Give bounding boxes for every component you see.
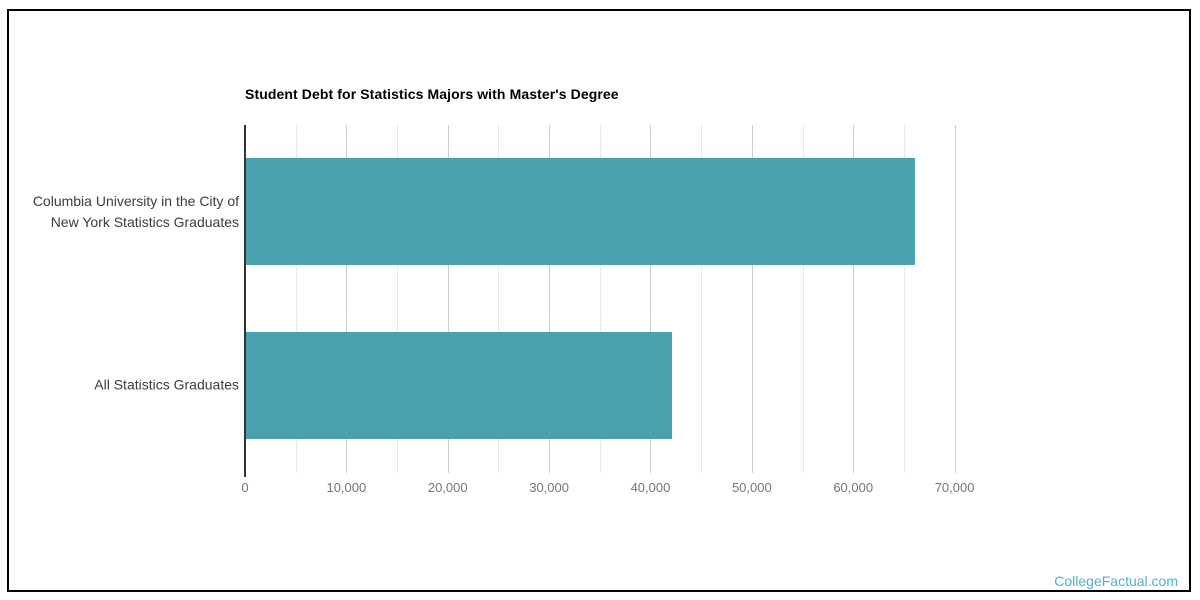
x-tick-label-20000: 20,000 <box>427 480 468 495</box>
bar-1[interactable] <box>246 332 672 439</box>
category-label-line: New York Statistics Graduates <box>50 213 239 230</box>
major-gridline-20000 <box>447 125 449 473</box>
value-axis: 0 10,000 20,000 30,000 40,000 50,000 60,000 70,… <box>241 480 985 500</box>
category-label-0: Columbia University in the City of New Yo… <box>0 191 239 233</box>
plot-area <box>244 125 985 477</box>
category-axis: Columbia University in the City of New Yo… <box>0 125 239 473</box>
major-gridline-40000 <box>650 125 652 473</box>
x-tick-label-10000: 10,000 <box>326 480 367 495</box>
x-tick-label-0: 0 <box>241 480 249 495</box>
category-label-line: Columbia University in the City of <box>32 192 239 209</box>
x-tick-label-60000: 60,000 <box>833 480 874 495</box>
chart-frame-border <box>7 9 1191 592</box>
minor-gridline-55000 <box>802 125 804 473</box>
minor-gridline-45000 <box>701 125 703 473</box>
minor-gridline-15000 <box>397 125 399 473</box>
minor-gridline-35000 <box>599 125 601 473</box>
major-gridline-60000 <box>853 125 855 473</box>
minor-gridline-65000 <box>903 125 905 473</box>
x-axis-baseline <box>244 125 246 477</box>
x-tick-label-70000: 70,000 <box>934 480 975 495</box>
category-label-line: All Statistics Graduates <box>94 376 239 392</box>
major-gridline-30000 <box>549 125 551 473</box>
minor-gridline-25000 <box>498 125 500 473</box>
bar-0[interactable] <box>246 158 916 265</box>
minor-gridline-5000 <box>295 125 297 473</box>
major-gridline-10000 <box>346 125 348 473</box>
category-label-1: All Statistics Graduates <box>0 374 239 395</box>
x-tick-label-50000: 50,000 <box>731 480 772 495</box>
collegefactual-brand-link[interactable]: CollegeFactual.com <box>1054 573 1178 589</box>
x-tick-label-40000: 40,000 <box>630 480 671 495</box>
x-tick-label-30000: 30,000 <box>529 480 569 495</box>
major-gridline-50000 <box>751 125 753 473</box>
chart-title: Student Debt for Statistics Majors with … <box>245 86 619 102</box>
major-gridline-70000 <box>954 125 956 473</box>
